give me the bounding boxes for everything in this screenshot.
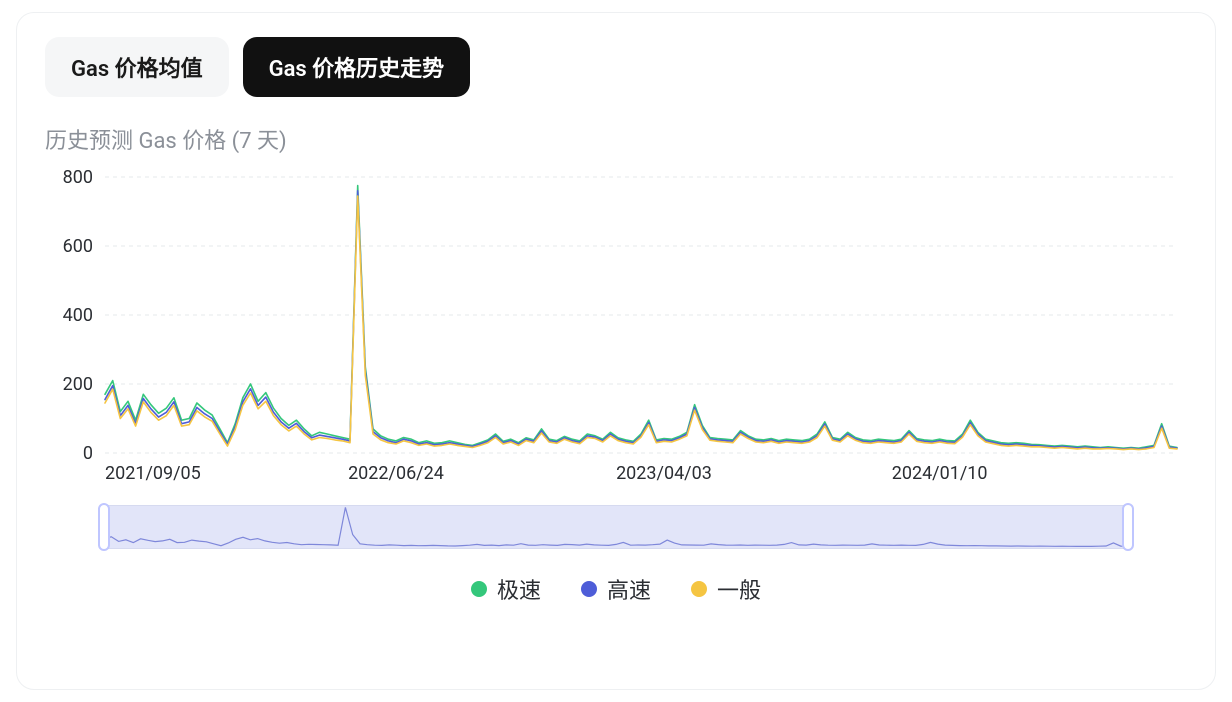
tab-gas-avg[interactable]: Gas 价格均值 [45, 37, 229, 97]
time-brush-handle-right[interactable] [1122, 503, 1134, 551]
svg-text:800: 800 [63, 167, 93, 188]
legend-item-fast[interactable]: 极速 [471, 573, 541, 605]
gas-price-card: Gas 价格均值 Gas 价格历史走势 历史预测 Gas 价格 (7 天) 02… [16, 12, 1216, 690]
svg-text:0: 0 [83, 443, 93, 464]
chart-subtitle: 历史预测 Gas 价格 (7 天) [45, 123, 1187, 155]
svg-text:2024/01/10: 2024/01/10 [892, 463, 988, 484]
chart-legend: 极速 高速 一般 [45, 573, 1187, 605]
chart-container: 0 200 400 600 800 2021/09/05 2022/06/24 2023/04… [45, 163, 1187, 493]
tab-bar: Gas 价格均值 Gas 价格历史走势 [45, 37, 1187, 97]
tab-gas-history-label: Gas 价格历史走势 [269, 57, 445, 82]
svg-text:600: 600 [63, 236, 93, 257]
time-brush-handle-left[interactable] [98, 503, 110, 551]
svg-text:2022/06/24: 2022/06/24 [348, 463, 444, 484]
time-brush-selection[interactable] [104, 505, 1128, 549]
legend-item-high[interactable]: 高速 [581, 573, 651, 605]
legend-label-high: 高速 [607, 573, 651, 605]
time-brush[interactable] [104, 505, 1128, 549]
svg-text:2023/04/03: 2023/04/03 [616, 463, 712, 484]
svg-text:200: 200 [63, 374, 93, 395]
svg-text:2021/09/05: 2021/09/05 [105, 463, 201, 484]
legend-label-fast: 极速 [497, 573, 541, 605]
tab-gas-history[interactable]: Gas 价格历史走势 [243, 37, 471, 97]
tab-gas-avg-label: Gas 价格均值 [71, 57, 203, 82]
svg-text:400: 400 [63, 305, 93, 326]
legend-dot-high [581, 581, 597, 597]
legend-dot-normal [691, 581, 707, 597]
legend-label-normal: 一般 [717, 573, 761, 605]
legend-dot-fast [471, 581, 487, 597]
gas-history-chart[interactable]: 0 200 400 600 800 2021/09/05 2022/06/24 2023/04… [45, 163, 1187, 493]
legend-item-normal[interactable]: 一般 [691, 573, 761, 605]
